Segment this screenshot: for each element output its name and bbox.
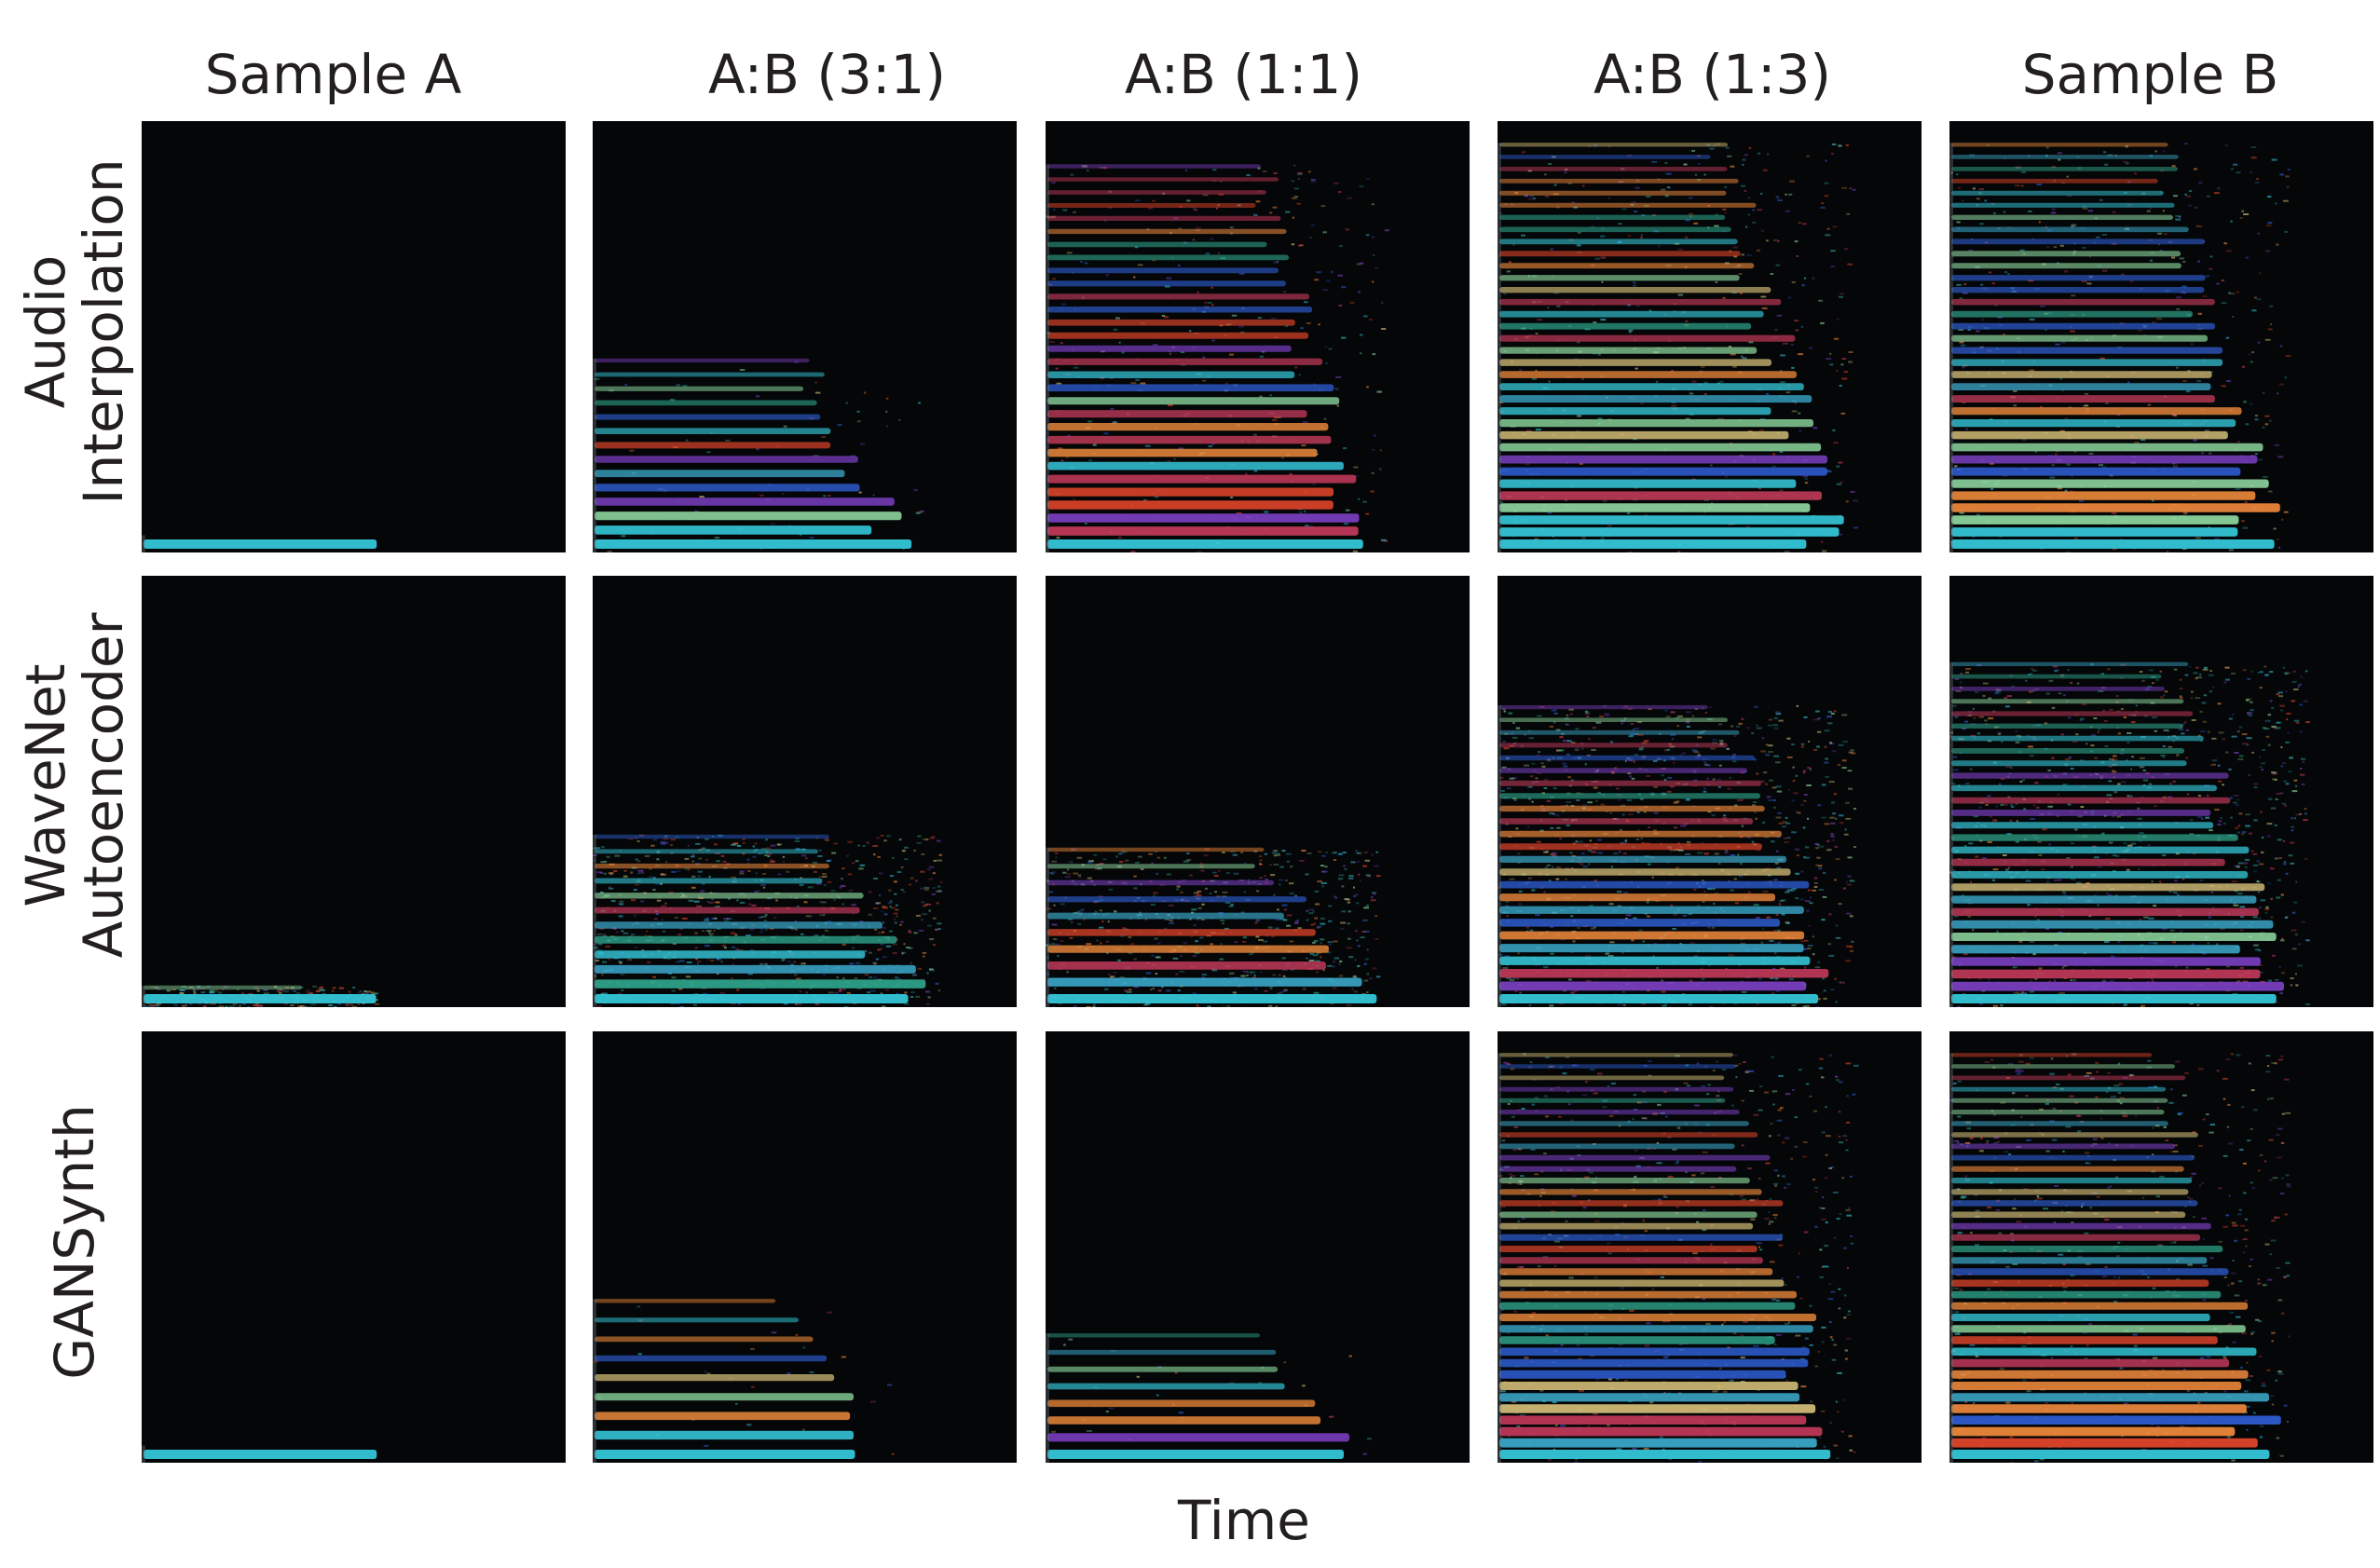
spectrogram-panel bbox=[1949, 1031, 2373, 1463]
column-header-ab-1-3: A:B (1:3) bbox=[1593, 43, 1832, 106]
spectrogram-panel bbox=[593, 1031, 1017, 1463]
spectrogram-panel bbox=[1498, 576, 1922, 1007]
row-header-line: GANSynth bbox=[43, 1104, 106, 1380]
spectrogram-image bbox=[593, 834, 944, 1007]
row-header-line: WaveNet bbox=[14, 663, 77, 907]
spectrogram-image bbox=[1949, 143, 2291, 552]
spectrogram-image bbox=[1949, 661, 2310, 1007]
spectrogram-panel bbox=[1046, 1031, 1470, 1463]
spectrogram-panel bbox=[1949, 576, 2373, 1007]
column-header-ab-1-1: A:B (1:1) bbox=[1124, 43, 1363, 106]
spectrogram-panel bbox=[1498, 1031, 1922, 1463]
spectrogram-image bbox=[142, 535, 377, 552]
spectrogram-panel bbox=[593, 121, 1017, 552]
spectrogram-image bbox=[1046, 847, 1381, 1007]
row-header-line: Audio bbox=[14, 254, 77, 409]
row-header-line: Autoencoder bbox=[72, 612, 135, 959]
spectrogram-panel bbox=[142, 1031, 566, 1463]
spectrogram-panel bbox=[142, 576, 566, 1007]
spectrogram-image bbox=[1046, 1333, 1372, 1463]
column-header-sample-b: Sample B bbox=[2021, 43, 2279, 106]
spectrogram-panel bbox=[1046, 121, 1470, 552]
spectrogram-image bbox=[593, 358, 924, 552]
spectrogram-panel bbox=[1498, 121, 1922, 552]
row-header-line: Interpolation bbox=[72, 158, 135, 505]
spectrogram-image bbox=[1949, 1053, 2291, 1463]
spectrogram-panel bbox=[1046, 576, 1470, 1007]
spectrogram-image bbox=[142, 985, 380, 1007]
column-header-sample-a: Sample A bbox=[204, 43, 462, 106]
spectrogram-panel bbox=[142, 121, 566, 552]
spectrogram-image bbox=[1046, 164, 1389, 552]
spectrogram-image bbox=[142, 1445, 377, 1463]
x-axis-label: Time bbox=[1178, 1489, 1310, 1552]
spectrogram-panel bbox=[1949, 121, 2373, 552]
spectrogram-image bbox=[1498, 704, 1856, 1007]
spectrogram-image bbox=[593, 1299, 895, 1463]
spectrogram-image bbox=[1498, 1053, 1859, 1463]
spectrogram-panel bbox=[593, 576, 1017, 1007]
spectrogram-image bbox=[1498, 143, 1859, 552]
column-header-ab-3-1: A:B (3:1) bbox=[707, 43, 947, 106]
